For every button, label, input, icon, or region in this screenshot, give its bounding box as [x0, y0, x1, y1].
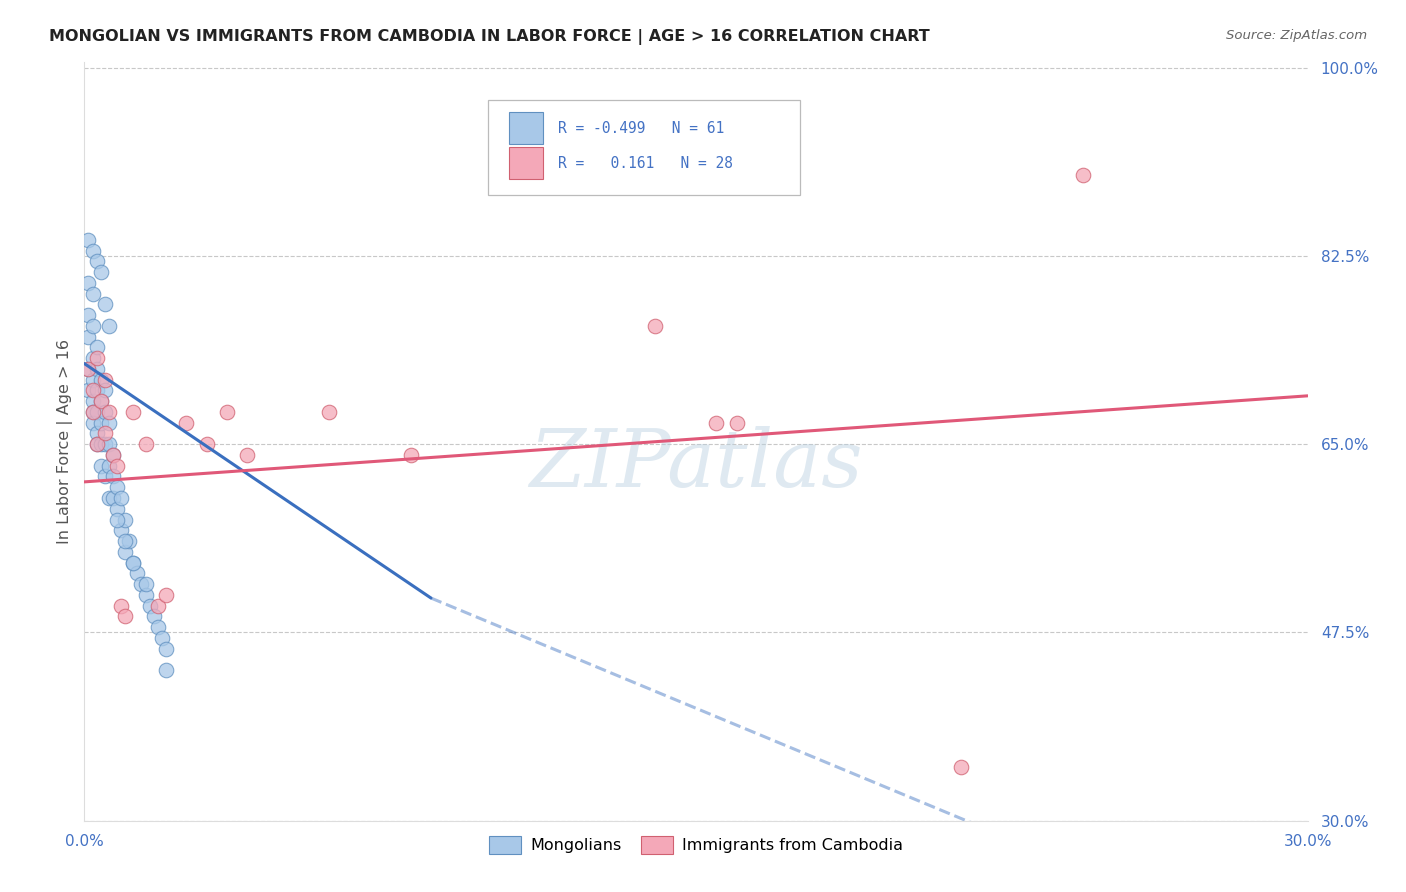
Point	[318, 405, 340, 419]
Point	[105, 458, 128, 473]
Point	[114, 534, 136, 549]
Point	[105, 480, 128, 494]
Point	[138, 599, 160, 613]
Point	[195, 437, 218, 451]
Point	[706, 416, 728, 430]
Point	[127, 566, 149, 581]
Point	[101, 491, 124, 505]
Point	[90, 416, 112, 430]
Point	[82, 351, 104, 366]
Point	[155, 663, 177, 677]
Text: ZIPatlas: ZIPatlas	[529, 425, 863, 503]
Point	[135, 577, 157, 591]
Text: R = -0.499   N = 61: R = -0.499 N = 61	[558, 121, 724, 136]
Point	[86, 254, 108, 268]
Point	[174, 416, 197, 430]
Point	[110, 599, 132, 613]
Point	[146, 620, 169, 634]
Text: R =   0.161   N = 28: R = 0.161 N = 28	[558, 156, 733, 170]
Point	[77, 276, 100, 290]
Point	[155, 641, 177, 656]
Point	[97, 416, 120, 430]
Point	[97, 491, 120, 505]
Point	[90, 373, 112, 387]
Point	[86, 341, 108, 355]
Point	[217, 405, 239, 419]
Point	[101, 448, 124, 462]
Point	[93, 373, 115, 387]
Point	[135, 588, 157, 602]
Point	[97, 458, 120, 473]
Point	[82, 405, 104, 419]
Point	[399, 448, 422, 462]
FancyBboxPatch shape	[488, 101, 800, 195]
Point	[97, 318, 120, 333]
Y-axis label: In Labor Force | Age > 16: In Labor Force | Age > 16	[58, 339, 73, 544]
Point	[93, 426, 115, 441]
Point	[114, 545, 136, 559]
Point	[110, 491, 132, 505]
Point	[86, 426, 108, 441]
Point	[77, 362, 100, 376]
Point	[122, 556, 145, 570]
Point	[93, 469, 115, 483]
Point	[82, 318, 104, 333]
Point	[122, 556, 145, 570]
Point	[1073, 169, 1095, 183]
Point	[236, 448, 259, 462]
Point	[146, 599, 169, 613]
Point	[155, 588, 177, 602]
Point	[135, 437, 157, 451]
Point	[77, 362, 100, 376]
Point	[105, 512, 128, 526]
Point	[77, 329, 100, 343]
FancyBboxPatch shape	[509, 112, 543, 145]
Point	[93, 405, 115, 419]
Text: Source: ZipAtlas.com: Source: ZipAtlas.com	[1226, 29, 1367, 42]
Point	[86, 362, 108, 376]
Point	[950, 760, 973, 774]
Point	[86, 405, 108, 419]
Point	[114, 512, 136, 526]
Point	[90, 394, 112, 409]
Point	[86, 437, 108, 451]
Point	[90, 394, 112, 409]
Point	[82, 384, 104, 398]
Point	[90, 265, 112, 279]
Point	[93, 297, 115, 311]
Point	[110, 523, 132, 537]
Point	[82, 244, 104, 258]
Point	[90, 458, 112, 473]
Point	[97, 437, 120, 451]
Point	[82, 405, 104, 419]
Text: MONGOLIAN VS IMMIGRANTS FROM CAMBODIA IN LABOR FORCE | AGE > 16 CORRELATION CHAR: MONGOLIAN VS IMMIGRANTS FROM CAMBODIA IN…	[49, 29, 929, 45]
Point	[725, 416, 748, 430]
Point	[77, 384, 100, 398]
Point	[101, 469, 124, 483]
Point	[105, 501, 128, 516]
Point	[90, 437, 112, 451]
Point	[142, 609, 165, 624]
Point	[644, 318, 666, 333]
Point	[93, 384, 115, 398]
Point	[131, 577, 153, 591]
Point	[101, 448, 124, 462]
Point	[77, 233, 100, 247]
Point	[150, 631, 173, 645]
Point	[93, 437, 115, 451]
Point	[77, 308, 100, 322]
Point	[122, 405, 145, 419]
Point	[114, 609, 136, 624]
Point	[86, 384, 108, 398]
FancyBboxPatch shape	[509, 147, 543, 179]
Point	[118, 534, 141, 549]
Point	[82, 286, 104, 301]
Point	[82, 394, 104, 409]
Point	[82, 373, 104, 387]
Point	[86, 437, 108, 451]
Point	[86, 351, 108, 366]
Legend: Mongolians, Immigrants from Cambodia: Mongolians, Immigrants from Cambodia	[489, 836, 903, 855]
Point	[97, 405, 120, 419]
Point	[82, 416, 104, 430]
